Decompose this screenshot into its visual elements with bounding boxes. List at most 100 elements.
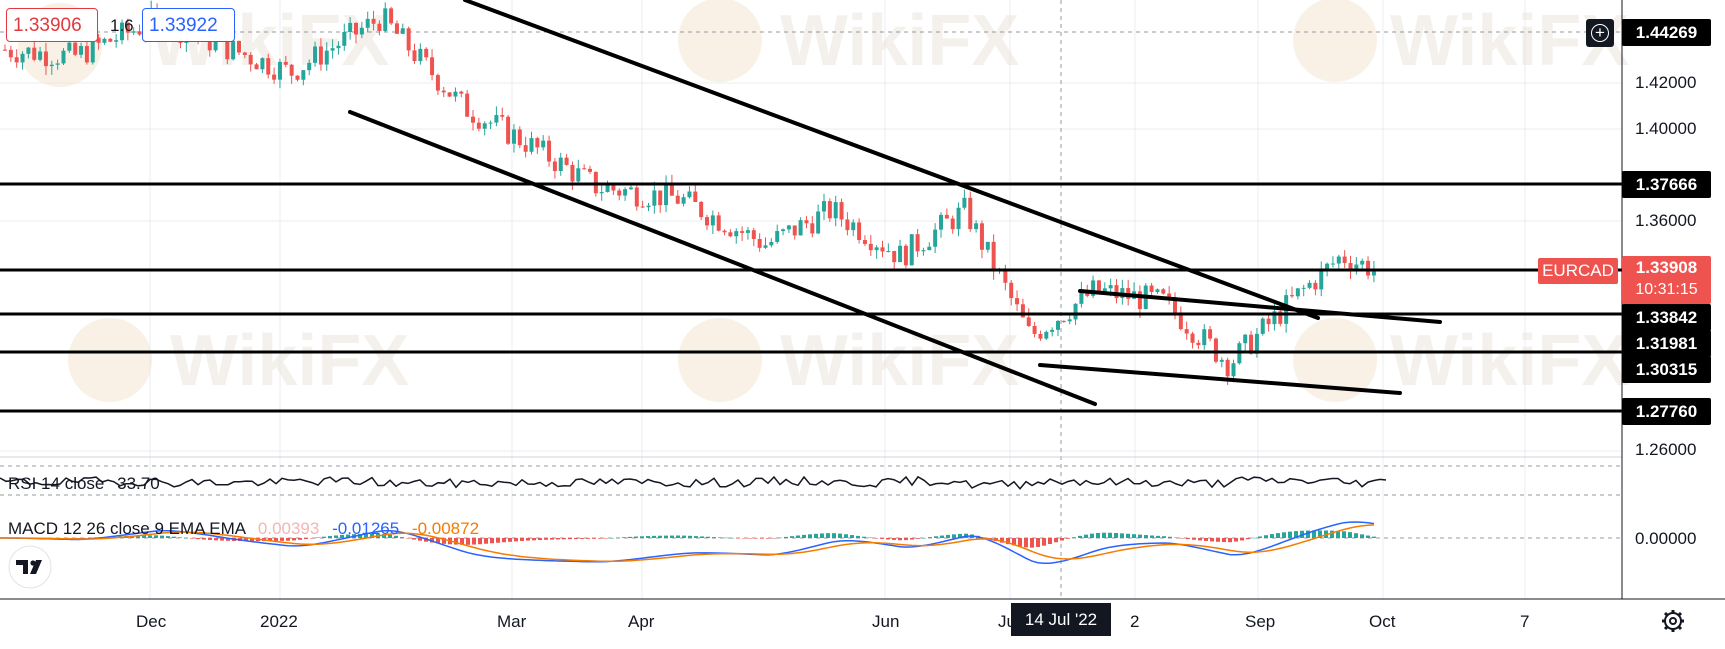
candle-body [96,37,101,43]
candle-body [3,49,7,51]
macd-hist-bar [1342,531,1346,538]
candle-body [646,205,651,208]
candle-body [506,116,511,144]
candle-body [915,234,920,252]
add-alert-button[interactable]: + [1586,19,1614,47]
macd-hist-bar [928,537,932,538]
macd-hist-bar [1264,535,1268,538]
macd-legend[interactable]: MACD 12 26 close 9 EMA EMA 0.00393 -0.01… [8,519,479,539]
candle-body [1319,268,1324,290]
macd-hist-bar [304,538,308,540]
macd-hist-bar [1060,538,1064,541]
macd-hist-bar [706,536,710,538]
macd-hist-bar [712,537,716,538]
macd-hist-bar [670,535,674,538]
candle-body [1056,320,1060,330]
macd-hist-bar [1042,538,1046,546]
macd-hist-bar [544,538,548,540]
candle-body [886,251,891,253]
macd-hist-bar [1120,533,1124,538]
candle-body [734,231,739,237]
candle-body [1102,288,1107,292]
candle-body [1219,359,1224,362]
candle-body [125,22,130,33]
candle-body [424,48,429,58]
macd-hist-bar [1372,536,1376,538]
candle-body [640,206,645,208]
macd-hist-bar [1240,538,1244,541]
candle-body [1032,325,1037,334]
macd-hist-bar [940,535,944,538]
macd-hist-bar [898,538,902,541]
macd-hist-bar [340,534,344,538]
candle-body [476,122,481,129]
macd-hist-bar [442,538,446,544]
macd-hist-bar [466,538,470,545]
candle-body [471,116,475,123]
macd-hist-bar [394,535,398,538]
candle-body [862,240,867,244]
macd-hist-bar [874,538,878,539]
macd-hist-bar [508,538,512,542]
candle-body [1208,329,1213,339]
rsi-legend[interactable]: RSI 14 close 33.70 [8,474,160,494]
macd-hist-bar [1306,530,1310,538]
macd-hist-bar [664,535,668,538]
macd-hist-bar [1012,538,1016,546]
macd-hist-bar [916,538,920,539]
candle-body [1067,319,1072,322]
macd-hist-bar [1126,533,1130,538]
time-tick: Jun [872,612,900,631]
candle-body [394,23,399,34]
macd-hist-bar [1048,538,1052,545]
macd-hist-bar [604,538,608,539]
candle-body [102,38,107,43]
macd-hist-bar [616,537,620,539]
candle-body [500,115,505,117]
macd-hist-bar [1216,538,1220,542]
macd-hist-bar [154,535,158,538]
macd-hist-bar [382,533,386,538]
macd-hist-bar [1246,538,1250,540]
candle-body [570,164,575,182]
candle-body [623,189,628,196]
candle-body [38,51,43,60]
candle-body [1020,304,1025,318]
candle-body [611,185,616,191]
candle-body [740,231,745,233]
time-tick: Dec [136,612,167,631]
candle-body [722,230,727,233]
candle-body [84,45,89,63]
candle-body [301,70,306,80]
candle-body [313,46,318,63]
candle-body [371,18,376,24]
macd-hist-bar [574,538,578,540]
candle-body [1249,334,1254,354]
candle-body [839,202,844,220]
rsi-value: 33.70 [117,474,160,493]
candle-body [1371,269,1376,276]
macd-hist-bar [1096,532,1100,538]
bid-price-box[interactable]: 1.33906 [6,8,98,42]
macd-hist-bar [1066,538,1070,539]
candle-body [658,190,663,206]
macd-hist-bar [736,538,740,539]
macd-hist-bar [202,538,206,540]
macd-hist-bar [838,533,842,538]
macd-hist-bar [1294,531,1298,538]
candle-body [465,93,470,117]
candle-body [827,201,832,219]
ask-price-box[interactable]: 1.33922 [142,8,235,42]
macd-hist-bar [622,537,626,538]
candle-body [628,187,633,190]
macd-signal-line [0,524,1375,563]
candle-body [974,223,979,230]
candle-body [985,241,990,250]
macd-hist-bar [280,538,284,541]
macd-hist-bar [688,535,692,538]
candle-body [617,190,622,196]
candle-body [857,222,862,241]
candle-body [1050,329,1055,332]
candle-body [1231,363,1236,377]
